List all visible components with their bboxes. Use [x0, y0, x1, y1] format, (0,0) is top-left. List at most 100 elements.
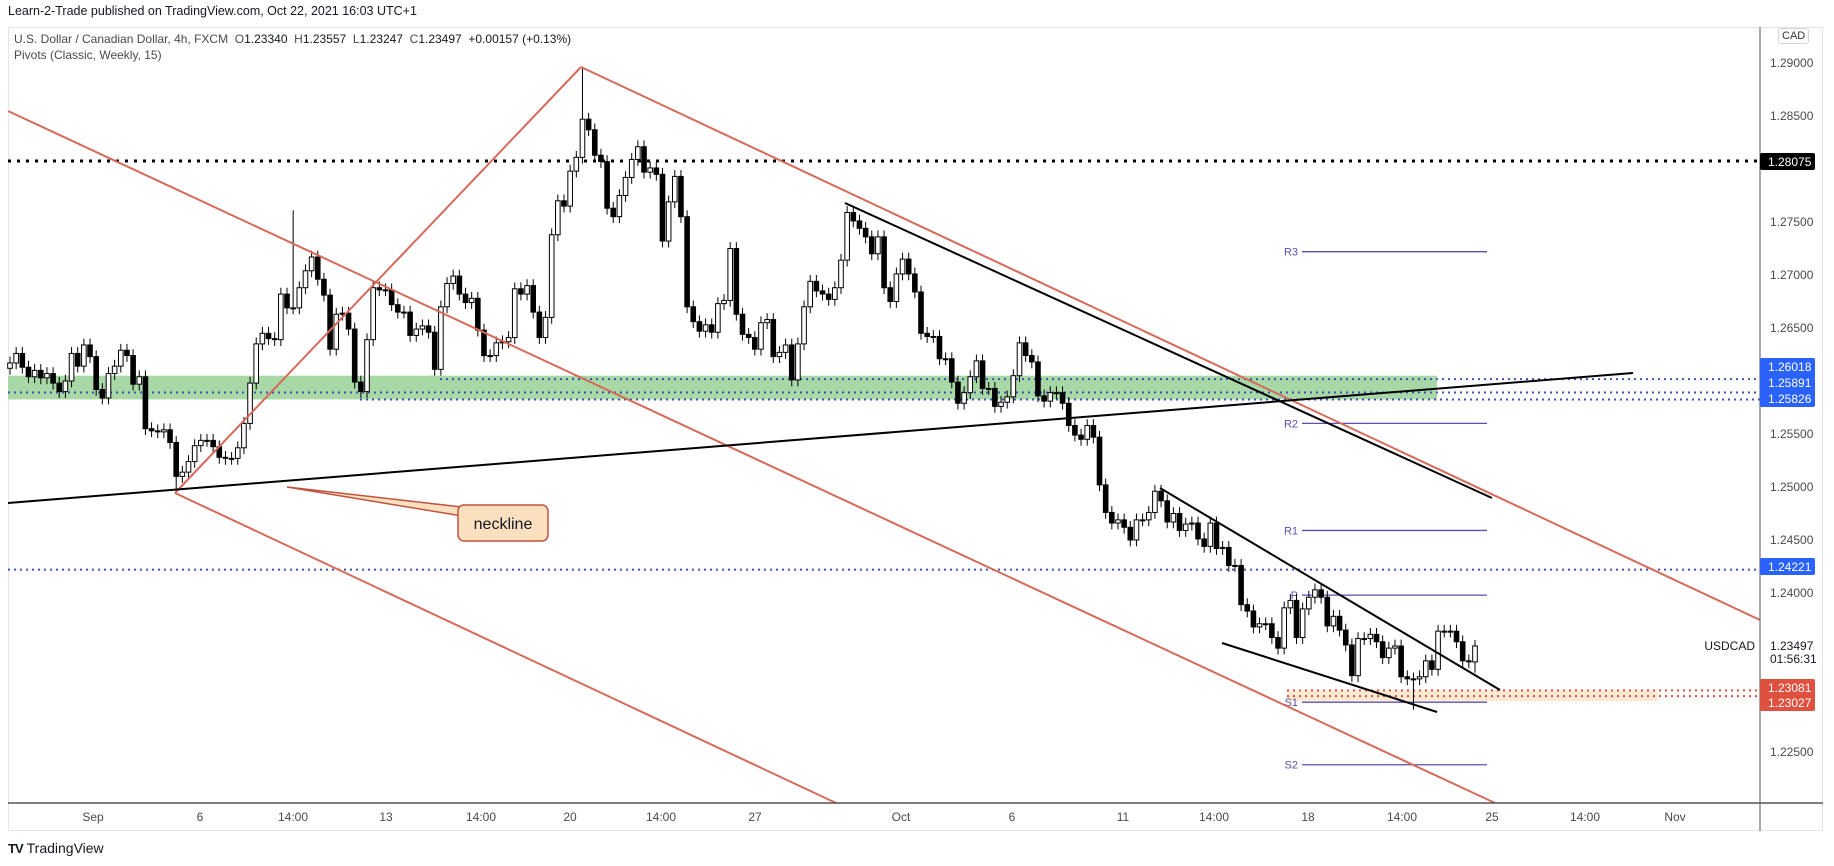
candle[interactable]: [1262, 617, 1269, 631]
candle[interactable]: [31, 364, 38, 384]
candle[interactable]: [893, 267, 900, 308]
candle[interactable]: [671, 170, 678, 209]
candle[interactable]: [1059, 386, 1066, 410]
candle[interactable]: [1293, 594, 1300, 644]
candle[interactable]: [604, 155, 610, 215]
candle[interactable]: [1189, 516, 1195, 531]
candle[interactable]: [1472, 639, 1478, 673]
candle[interactable]: [413, 322, 420, 342]
candle[interactable]: [241, 417, 247, 455]
candle[interactable]: [148, 422, 155, 438]
candle[interactable]: [647, 161, 653, 179]
candle[interactable]: [1287, 594, 1294, 615]
candle[interactable]: [314, 250, 321, 286]
candle[interactable]: [555, 194, 561, 242]
channel-upper-left-trendline[interactable]: [7, 110, 1496, 804]
candle[interactable]: [1429, 654, 1435, 676]
candle[interactable]: [1182, 517, 1189, 537]
wedge-lower-line[interactable]: [1221, 642, 1438, 713]
candle[interactable]: [850, 206, 857, 228]
candle[interactable]: [708, 318, 715, 339]
candle[interactable]: [1435, 624, 1441, 676]
candle[interactable]: [1127, 520, 1134, 547]
candle[interactable]: [117, 343, 124, 373]
candle[interactable]: [745, 328, 752, 344]
candle[interactable]: [1022, 336, 1029, 362]
candle[interactable]: [801, 300, 807, 351]
candle[interactable]: [1145, 506, 1152, 527]
candle[interactable]: [776, 346, 783, 363]
candle[interactable]: [505, 331, 512, 349]
candle[interactable]: [819, 284, 826, 301]
candle[interactable]: [247, 376, 253, 430]
candle[interactable]: [364, 333, 370, 398]
candle[interactable]: [764, 313, 770, 330]
candle[interactable]: [105, 367, 112, 405]
candle[interactable]: [548, 228, 555, 324]
currency-button[interactable]: CAD: [1778, 28, 1810, 44]
candle[interactable]: [468, 291, 475, 309]
candle[interactable]: [1398, 639, 1404, 684]
candle[interactable]: [1225, 541, 1232, 572]
neckline-callout[interactable]: neckline: [286, 486, 549, 542]
candle[interactable]: [456, 269, 463, 301]
candle[interactable]: [696, 315, 703, 338]
candle[interactable]: [1379, 635, 1386, 665]
candle[interactable]: [998, 395, 1004, 413]
candle[interactable]: [222, 450, 229, 465]
candle[interactable]: [358, 375, 364, 398]
candle[interactable]: [844, 206, 850, 267]
candle[interactable]: [1342, 623, 1349, 652]
candle[interactable]: [536, 305, 543, 344]
candle[interactable]: [752, 331, 758, 356]
candle[interactable]: [1115, 513, 1121, 530]
candle[interactable]: [659, 167, 666, 248]
candle[interactable]: [13, 347, 19, 370]
candle[interactable]: [74, 347, 81, 373]
candle[interactable]: [1072, 419, 1078, 442]
candle[interactable]: [1170, 507, 1177, 529]
candle[interactable]: [1299, 602, 1306, 644]
candle[interactable]: [961, 386, 967, 410]
candle[interactable]: [1416, 670, 1423, 686]
candle[interactable]: [136, 370, 143, 391]
candle[interactable]: [1392, 639, 1398, 655]
demand-zone[interactable]: [1287, 690, 1658, 702]
candle[interactable]: [1102, 478, 1109, 519]
candle[interactable]: [1466, 654, 1472, 669]
candle[interactable]: [142, 370, 149, 436]
candle[interactable]: [813, 275, 820, 298]
candle[interactable]: [19, 347, 26, 374]
candle[interactable]: [185, 455, 192, 479]
candle[interactable]: [1004, 390, 1010, 409]
candle[interactable]: [1121, 513, 1127, 534]
candle[interactable]: [715, 297, 721, 339]
candle[interactable]: [653, 161, 660, 181]
candle[interactable]: [967, 370, 974, 400]
candle[interactable]: [44, 367, 50, 385]
candle[interactable]: [628, 153, 635, 184]
candle[interactable]: [1250, 604, 1257, 634]
channel-upper-trendline[interactable]: [580, 66, 1761, 621]
candle[interactable]: [154, 424, 161, 439]
candle[interactable]: [992, 382, 998, 413]
candle[interactable]: [1090, 419, 1097, 444]
candle[interactable]: [167, 423, 173, 449]
candle[interactable]: [912, 267, 918, 299]
candle[interactable]: [308, 250, 315, 278]
candle[interactable]: [1281, 601, 1287, 655]
candle[interactable]: [979, 354, 986, 395]
candle[interactable]: [1256, 617, 1263, 634]
candle[interactable]: [204, 434, 210, 447]
candle[interactable]: [1139, 513, 1146, 527]
candle[interactable]: [1367, 627, 1374, 645]
candle[interactable]: [1152, 484, 1158, 519]
candle[interactable]: [733, 242, 740, 321]
candle[interactable]: [1441, 624, 1448, 638]
candle[interactable]: [1035, 355, 1041, 403]
candle[interactable]: [918, 285, 924, 340]
candle[interactable]: [973, 354, 980, 384]
candle[interactable]: [690, 300, 697, 328]
candle[interactable]: [93, 350, 99, 396]
candle[interactable]: [573, 150, 580, 178]
